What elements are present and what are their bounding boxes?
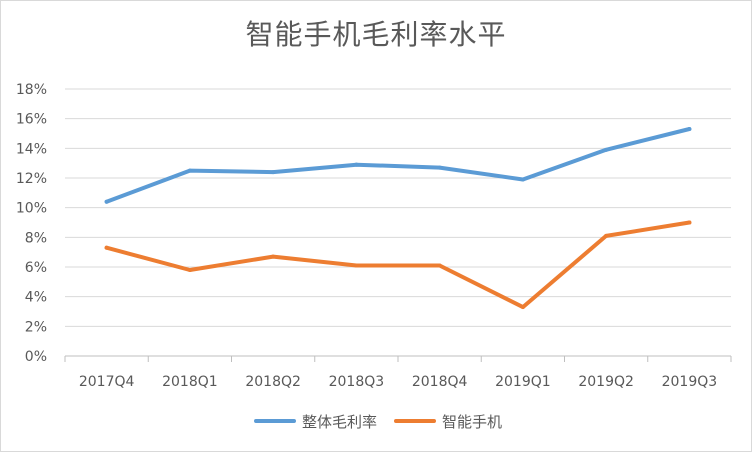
x-tick-label: 2018Q4 (412, 374, 468, 390)
data-point (187, 168, 192, 173)
data-point (271, 170, 276, 175)
data-point (437, 263, 442, 268)
legend-label: 整体毛利率 (302, 413, 377, 431)
data-point (104, 245, 109, 250)
y-tick-label: 16% (16, 112, 47, 128)
y-tick-label: 12% (16, 171, 47, 187)
data-point (687, 127, 692, 132)
series-line-2 (104, 220, 692, 310)
x-tick-label: 2019Q2 (578, 374, 634, 390)
data-point (187, 267, 192, 272)
data-point (604, 147, 609, 152)
x-tick-label: 2018Q3 (329, 374, 385, 390)
x-tick-label: 2018Q1 (162, 374, 218, 390)
data-point (104, 199, 109, 204)
data-point (687, 220, 692, 225)
series-line-1 (104, 127, 692, 204)
data-point (520, 177, 525, 182)
y-tick-label: 2% (25, 319, 47, 335)
y-tick-label: 18% (16, 82, 47, 98)
y-tick-label: 6% (25, 260, 47, 276)
y-tick-label: 14% (16, 141, 47, 157)
data-point (604, 233, 609, 238)
x-tick-label: 2017Q4 (79, 374, 135, 390)
x-tick-label: 2019Q1 (495, 374, 551, 390)
legend-label: 智能手机 (442, 413, 502, 431)
data-point (271, 254, 276, 259)
y-tick-label: 4% (25, 290, 47, 306)
data-point (437, 165, 442, 170)
y-tick-label: 8% (25, 230, 47, 246)
x-tick-label: 2018Q2 (245, 374, 301, 390)
y-tick-label: 0% (25, 349, 47, 365)
data-point (354, 263, 359, 268)
x-tick-label: 2019Q3 (662, 374, 718, 390)
chart-title: 智能手机毛利率水平 (245, 18, 507, 51)
data-point (520, 305, 525, 310)
data-point (354, 162, 359, 167)
y-tick-label: 10% (16, 201, 47, 217)
